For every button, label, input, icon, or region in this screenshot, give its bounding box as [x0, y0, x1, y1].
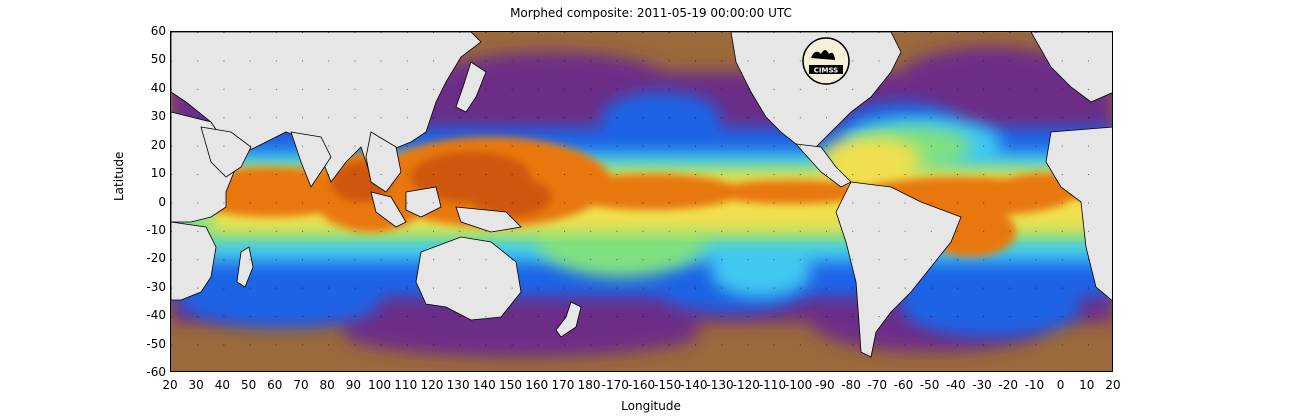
longitude-tick-label: -10 — [1024, 378, 1045, 392]
longitude-tick-label: 20 — [162, 378, 178, 392]
longitude-tick-label: -60 — [893, 378, 914, 392]
latitude-tick-label: 50 — [150, 52, 166, 67]
longitude-tick-label: -110 — [758, 378, 787, 392]
longitude-tick-label: -130 — [706, 378, 734, 392]
y-axis-title: Latitude — [112, 151, 126, 201]
latitude-tick-label: -40 — [146, 308, 166, 323]
longitude-tick-label: -90 — [815, 378, 835, 392]
longitude-tick-label: -50 — [919, 378, 940, 392]
longitude-tick-label: -170 — [601, 378, 629, 392]
x-axis-title: Longitude — [621, 399, 681, 413]
latitude-tick-label: -50 — [146, 336, 166, 351]
latitude-tick-label: -60 — [146, 365, 166, 379]
longitude-tick-label: -140 — [680, 378, 708, 392]
longitude-tick-label: 130 — [446, 378, 470, 392]
longitude-tick-label: 150 — [499, 378, 522, 392]
longitude-tick-label: 80 — [319, 378, 335, 392]
latitude-tick-label: 10 — [150, 166, 166, 181]
longitude-tick-label: 100 — [368, 378, 391, 392]
cimss-logo: CIMSS — [802, 37, 850, 85]
longitude-tick-label: 40 — [214, 378, 231, 392]
longitude-tick-label: 90 — [345, 378, 361, 392]
longitude-tick-label: -100 — [785, 378, 813, 392]
longitude-tick-label: -40 — [946, 378, 966, 392]
longitude-tick-label: -70 — [867, 378, 888, 392]
longitude-tick-label: 160 — [525, 378, 549, 392]
latitude-tick-label: 40 — [150, 80, 166, 95]
longitude-tick-label: 50 — [240, 378, 257, 392]
longitude-tick-label: 140 — [472, 378, 496, 392]
graticule — [171, 32, 1112, 371]
longitude-tick-label: -120 — [732, 378, 760, 392]
latitude-tick-label: -20 — [146, 251, 166, 266]
longitude-tick-label: 0 — [1056, 378, 1065, 392]
map-title: Morphed composite: 2011-05-19 00:00:00 U… — [510, 6, 792, 20]
longitude-tick-label: 30 — [188, 378, 204, 392]
latitude-tick-label: -30 — [146, 279, 166, 294]
latitude-tick-label: 0 — [158, 194, 166, 209]
longitude-tick-label: -80 — [841, 378, 861, 392]
water-vapor-map — [171, 32, 1112, 371]
logo-text: CIMSS — [814, 67, 838, 75]
longitude-tick-label: 10 — [1079, 378, 1095, 392]
latitude-tick-label: -10 — [146, 222, 166, 237]
latitude-tick-label: 30 — [150, 109, 166, 124]
longitude-tick-label: 110 — [394, 378, 418, 392]
latitude-tick-label: 60 — [150, 24, 166, 38]
longitude-tick-label: -160 — [627, 378, 656, 392]
map-frame: CIMSS — [170, 31, 1113, 372]
longitude-tick-label: 170 — [551, 378, 575, 392]
longitude-tick-label: 120 — [420, 378, 444, 392]
longitude-tick-label: 60 — [267, 378, 283, 392]
longitude-tick-label: -150 — [654, 378, 682, 392]
longitude-tick-label: 20 — [1105, 378, 1121, 392]
longitude-tick-label: -20 — [998, 378, 1019, 392]
longitude-tick-label: -30 — [972, 378, 992, 392]
latitude-tick-label: 20 — [150, 137, 166, 152]
longitude-tick-label: 180 — [577, 378, 601, 392]
longitude-tick-label: 70 — [293, 378, 309, 392]
